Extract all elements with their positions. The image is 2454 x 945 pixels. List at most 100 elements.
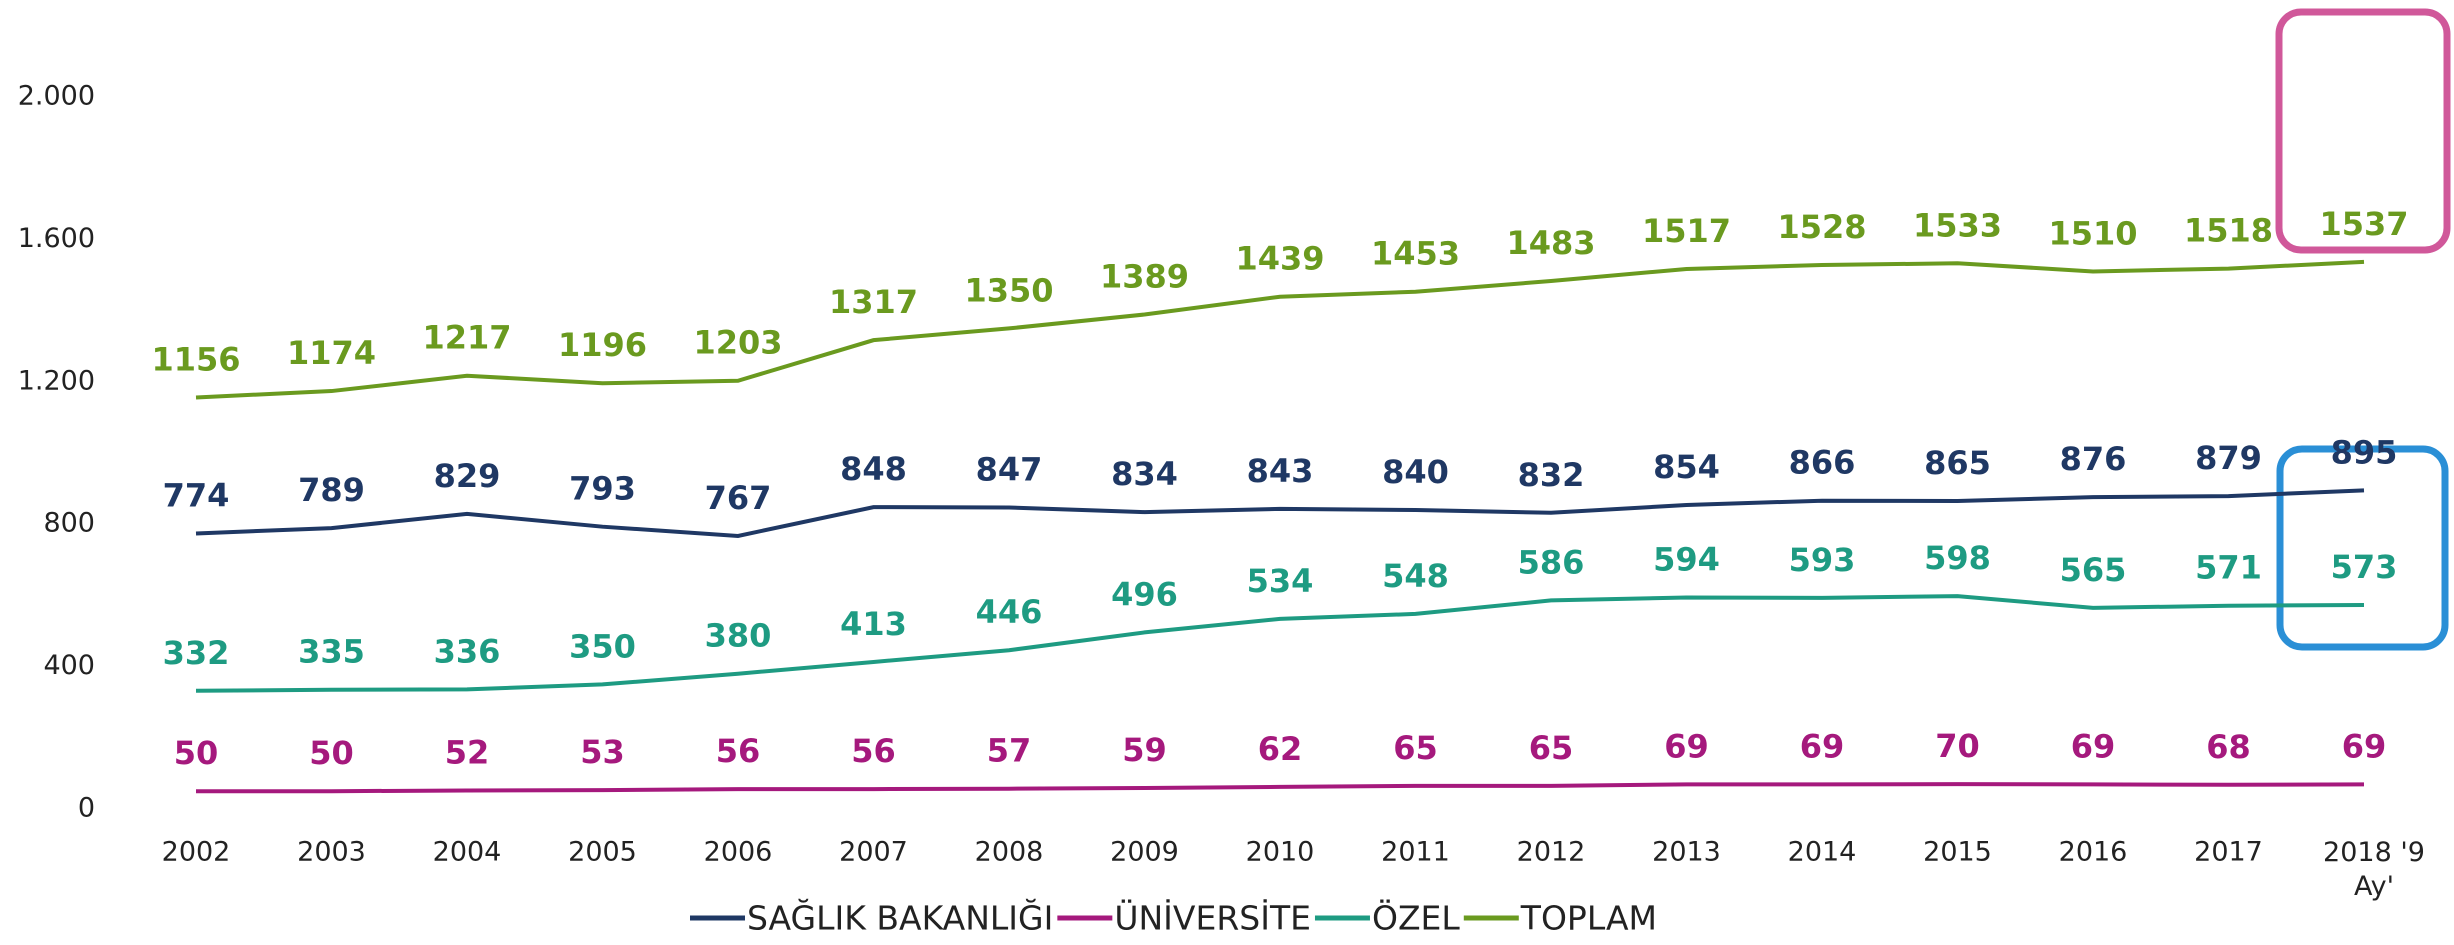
data-label: 413: [840, 605, 907, 643]
data-label: 586: [1518, 543, 1585, 581]
data-label: 847: [976, 450, 1043, 488]
x-tick-label: 2018 '9 Ay': [2323, 837, 2425, 902]
data-label: 62: [1258, 730, 1303, 768]
data-label: 57: [987, 732, 1032, 770]
x-tick-label: 2005: [568, 837, 637, 868]
data-label: 879: [2195, 439, 2262, 477]
data-label: 56: [716, 732, 761, 770]
data-label: 573: [2331, 548, 2398, 586]
data-label: 1196: [558, 326, 647, 364]
data-label: 789: [298, 471, 365, 509]
series-line: [195, 594, 2365, 693]
data-label: 866: [1789, 444, 1856, 482]
data-label: 70: [1935, 727, 1980, 765]
data-label: 69: [2342, 727, 2387, 765]
data-label: 1483: [1506, 224, 1595, 262]
data-label: 1439: [1235, 240, 1324, 278]
data-label: 1203: [693, 324, 782, 362]
x-tick-label: 2010: [1246, 837, 1315, 868]
data-label: 65: [1529, 729, 1574, 767]
data-label: 52: [445, 733, 490, 771]
legend-label: ÜNİVERSİTE: [1114, 898, 1311, 938]
data-label: 53: [580, 733, 625, 771]
x-tick-label-line: Ay': [2354, 871, 2394, 902]
data-label: 548: [1382, 557, 1449, 595]
legend-label: ÖZEL: [1372, 898, 1460, 938]
data-label: 1389: [1100, 258, 1189, 296]
data-label: 69: [1800, 727, 1845, 765]
series-line: [196, 782, 2365, 794]
y-tick-label: 400: [43, 650, 95, 681]
data-label: 793: [569, 470, 636, 508]
x-tick-label: 2004: [433, 837, 502, 868]
data-label: 832: [1518, 456, 1585, 494]
data-label: 1453: [1371, 235, 1460, 273]
x-tick-label: 2015: [1923, 837, 1992, 868]
data-label: 848: [840, 450, 907, 488]
data-label: 534: [1247, 562, 1314, 600]
data-label: 829: [434, 457, 501, 495]
data-label: 1510: [2048, 214, 2137, 252]
data-label: 69: [1664, 727, 1709, 765]
series-line: [195, 488, 2365, 538]
data-label: 1350: [964, 271, 1053, 309]
x-tick-label: 2009: [1110, 837, 1179, 868]
data-label: 774: [163, 476, 230, 514]
legend: SAĞLIK BAKANLIĞI ÜNİVERSİTE ÖZEL TOPLAM: [690, 898, 1657, 938]
data-label: 854: [1653, 448, 1720, 486]
data-label: 68: [2206, 728, 2251, 766]
x-tick-label: 2011: [1381, 837, 1450, 868]
data-label: 50: [174, 734, 219, 772]
x-tick-label: 2003: [297, 837, 366, 868]
data-label: 865: [1924, 444, 1991, 482]
x-tick-label: 2008: [975, 837, 1044, 868]
data-label: 50: [309, 734, 354, 772]
highlight-box: [2275, 8, 2451, 254]
data-label: 1533: [1913, 206, 2002, 244]
data-label: 834: [1111, 455, 1178, 493]
y-tick-label: 0: [78, 793, 95, 824]
y-tick-label: 1.600: [18, 223, 95, 254]
data-label: 565: [2060, 551, 2127, 589]
data-label: 332: [163, 634, 230, 672]
y-tick-label: 1.200: [18, 365, 95, 396]
x-tick-label: 2017: [2194, 837, 2263, 868]
series-line: [195, 259, 2365, 400]
data-label: 767: [705, 479, 772, 517]
x-tick-label: 2006: [704, 837, 773, 868]
data-label: 1528: [1777, 208, 1866, 246]
data-label: 1217: [422, 319, 511, 357]
y-tick-label: 2.000: [18, 81, 95, 112]
x-tick-label: 2016: [2059, 837, 2128, 868]
data-label: 598: [1924, 539, 1991, 577]
x-tick-label: 2012: [1517, 837, 1586, 868]
legend-label: SAĞLIK BAKANLIĞI: [747, 898, 1053, 938]
data-label: 1517: [1642, 212, 1731, 250]
legend-label: TOPLAM: [1520, 899, 1657, 938]
data-label: 594: [1653, 541, 1720, 579]
data-label: 1537: [2319, 205, 2408, 243]
data-label: 336: [434, 632, 501, 670]
data-label: 335: [298, 633, 365, 671]
data-label: 350: [569, 627, 636, 665]
data-label: 496: [1111, 575, 1178, 613]
highlight-box: [2276, 445, 2449, 651]
x-tick-label: 2002: [162, 837, 231, 868]
data-label: 895: [2331, 433, 2398, 471]
data-label: 843: [1247, 452, 1314, 490]
x-tick-label: 2013: [1652, 837, 1721, 868]
data-label: 65: [1393, 729, 1438, 767]
data-label: 59: [1122, 731, 1167, 769]
data-label: 876: [2060, 440, 2127, 478]
x-tick-label: 2014: [1788, 837, 1857, 868]
data-label: 840: [1382, 453, 1449, 491]
data-label: 1156: [151, 340, 240, 378]
data-label: 446: [976, 593, 1043, 631]
data-label: 593: [1789, 541, 1856, 579]
data-label: 380: [705, 617, 772, 655]
data-label: 1174: [287, 334, 376, 372]
x-tick-label-line: 2018 '9: [2323, 837, 2425, 868]
data-label: 571: [2195, 549, 2262, 587]
y-tick-label: 800: [43, 508, 95, 539]
